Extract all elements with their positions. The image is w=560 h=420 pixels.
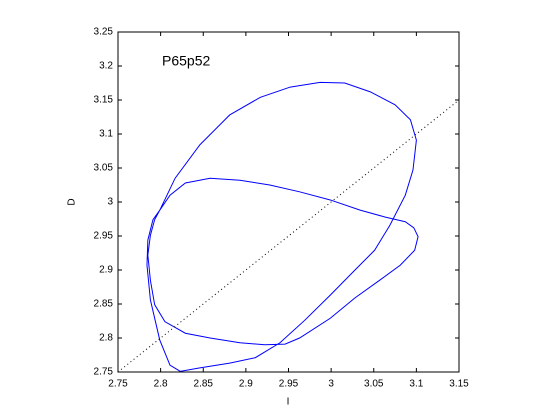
- y-axis-label: D: [67, 198, 78, 205]
- x-tick-label: 3.05: [364, 379, 384, 390]
- x-tick-label: 2.85: [194, 379, 214, 390]
- data-line: [117, 99, 460, 373]
- y-tick-label: 2.8: [99, 333, 113, 344]
- annotation: P65p52: [162, 53, 210, 69]
- y-tick-label: 3.1: [99, 129, 113, 140]
- y-tick-label: 3.2: [99, 61, 113, 72]
- x-tick-label: 2.95: [279, 379, 299, 390]
- y-tick-label: 2.85: [94, 299, 114, 310]
- x-tick-label: 2.8: [154, 379, 168, 390]
- x-tick-label: 2.75: [108, 379, 128, 390]
- x-axis-label: I: [287, 397, 290, 408]
- x-tick-label: 2.9: [239, 379, 253, 390]
- y-tick-label: 2.9: [99, 265, 113, 276]
- y-tick-label: 3: [107, 197, 113, 208]
- data-line: [146, 81, 419, 372]
- y-tick-label: 3.15: [94, 95, 114, 106]
- plot-area: [118, 32, 459, 372]
- y-tick-label: 2.75: [94, 367, 114, 378]
- y-tick-label: 2.95: [94, 231, 114, 242]
- x-tick-label: 3.1: [409, 379, 423, 390]
- y-tick-label: 3.05: [94, 163, 114, 174]
- x-tick-label: 3: [328, 379, 334, 390]
- x-tick-label: 3.15: [449, 379, 469, 390]
- axes-frame: [117, 31, 460, 373]
- y-tick-label: 3.25: [94, 27, 114, 38]
